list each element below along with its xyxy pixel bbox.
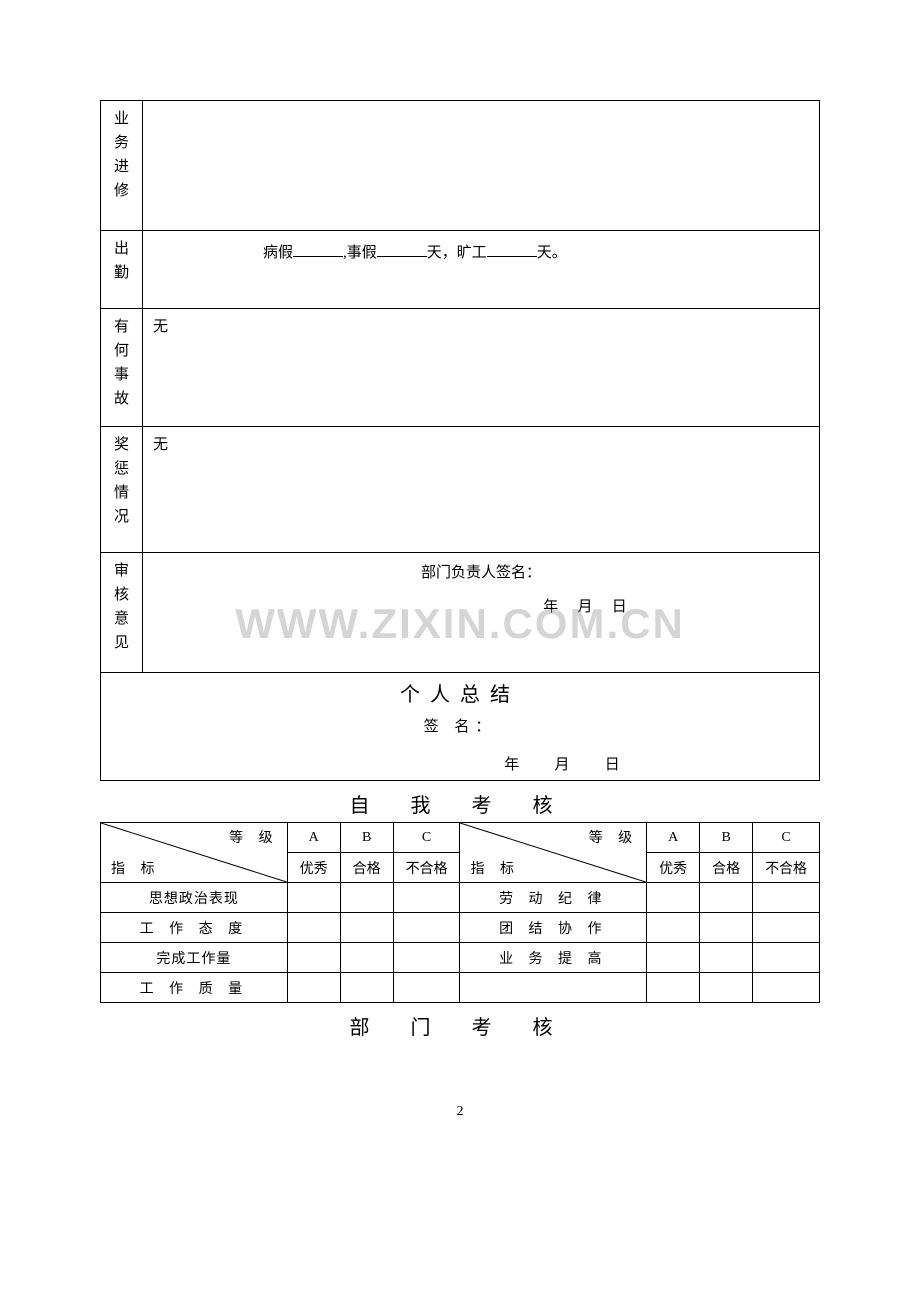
- grade-c-left: C: [393, 823, 460, 853]
- grade-label-b-right: 合格: [700, 853, 753, 883]
- attend-text-4: 天。: [537, 245, 567, 261]
- attend-blank-sick[interactable]: [293, 243, 343, 257]
- row-content-attendance: 病假 ,事假 天，旷工 天。: [143, 231, 820, 309]
- self-assess-table: 等 级 指 标 A B C 等 级 指 标 A B C 优秀 合格 不合格 优秀…: [100, 822, 820, 1003]
- cell-l1-a[interactable]: [287, 883, 340, 913]
- attend-blank-personal[interactable]: [377, 243, 427, 257]
- cell-r4-c[interactable]: [753, 973, 820, 1003]
- row-content-accident: 无: [143, 309, 820, 427]
- indicator-r1: 劳 动 纪 律: [460, 883, 647, 913]
- grade-label-a-left: 优秀: [287, 853, 340, 883]
- attend-text-3: 天，旷工: [427, 245, 487, 261]
- cell-r1-a[interactable]: [647, 883, 700, 913]
- diag-header-right: 等 级 指 标: [460, 823, 647, 883]
- page-number: 2: [100, 1044, 820, 1120]
- row-personal-summary: 个人总结 签 名： 年 月 日: [101, 673, 820, 781]
- document-page: 业务进修 出勤 病假 ,事假 天，旷工 天。 有何事故 无 奖惩情况 无: [0, 0, 920, 1180]
- grade-label-c-left: 不合格: [393, 853, 460, 883]
- row-label-reward: 奖惩情况: [101, 427, 143, 553]
- summary-sign-label: 签 名：: [101, 711, 819, 739]
- row-label-accident: 有何事故: [101, 309, 143, 427]
- grade-b-left: B: [340, 823, 393, 853]
- row-content-review: 部门负责人签名： 年 月 日: [143, 553, 820, 673]
- review-date-month: 月: [577, 599, 594, 615]
- grade-label-b-left: 合格: [340, 853, 393, 883]
- main-form-table: 业务进修 出勤 病假 ,事假 天，旷工 天。 有何事故 无 奖惩情况 无: [100, 100, 820, 781]
- row-label-study: 业务进修: [101, 101, 143, 231]
- summary-date-year: 年: [504, 757, 525, 773]
- cell-l4-c[interactable]: [393, 973, 460, 1003]
- indicator-l3: 完成工作量: [101, 943, 288, 973]
- summary-title: 个人总结: [101, 673, 819, 711]
- cell-l4-a[interactable]: [287, 973, 340, 1003]
- cell-r1-b[interactable]: [700, 883, 753, 913]
- diag-top-right: 等 级: [589, 827, 639, 847]
- attend-blank-absent[interactable]: [487, 243, 537, 257]
- cell-l1-b[interactable]: [340, 883, 393, 913]
- cell-r4-a[interactable]: [647, 973, 700, 1003]
- row-content-study: [143, 101, 820, 231]
- indicator-r2: 团 结 协 作: [460, 913, 647, 943]
- dept-assess-title: 部 门 考 核: [100, 1003, 820, 1044]
- cell-r2-b[interactable]: [700, 913, 753, 943]
- diag-bottom-right: 指 标: [470, 858, 520, 878]
- row-label-attendance: 出勤: [101, 231, 143, 309]
- grade-label-a-right: 优秀: [647, 853, 700, 883]
- row-content-reward: 无: [143, 427, 820, 553]
- diag-top-left: 等 级: [229, 827, 279, 847]
- diag-bottom-left: 指 标: [111, 858, 161, 878]
- summary-date-line: 年 月 日: [101, 739, 819, 777]
- row-label-review: 审核意见: [101, 553, 143, 673]
- indicator-r3: 业 务 提 高: [460, 943, 647, 973]
- cell-r1-c[interactable]: [753, 883, 820, 913]
- self-assess-title: 自 我 考 核: [100, 781, 820, 822]
- attend-text-2: ,事假: [343, 245, 377, 261]
- grade-b-right: B: [700, 823, 753, 853]
- review-date-day: 日: [612, 599, 629, 615]
- grade-a-left: A: [287, 823, 340, 853]
- review-sign-label: 部门负责人签名：: [153, 559, 809, 585]
- summary-date-day: 日: [605, 757, 626, 773]
- cell-l2-b[interactable]: [340, 913, 393, 943]
- cell-r2-a[interactable]: [647, 913, 700, 943]
- cell-l4-b[interactable]: [340, 973, 393, 1003]
- cell-l3-c[interactable]: [393, 943, 460, 973]
- cell-r3-b[interactable]: [700, 943, 753, 973]
- cell-l3-a[interactable]: [287, 943, 340, 973]
- indicator-l2: 工 作 态 度: [101, 913, 288, 943]
- attend-text-1: 病假: [263, 245, 293, 261]
- grade-a-right: A: [647, 823, 700, 853]
- indicator-l4: 工 作 质 量: [101, 973, 288, 1003]
- indicator-r4: [460, 973, 647, 1003]
- review-date-year: 年: [543, 599, 560, 615]
- cell-l1-c[interactable]: [393, 883, 460, 913]
- cell-r2-c[interactable]: [753, 913, 820, 943]
- cell-r3-c[interactable]: [753, 943, 820, 973]
- summary-date-month: 月: [554, 757, 575, 773]
- cell-r3-a[interactable]: [647, 943, 700, 973]
- cell-r4-b[interactable]: [700, 973, 753, 1003]
- cell-l2-c[interactable]: [393, 913, 460, 943]
- indicator-l1: 思想政治表现: [101, 883, 288, 913]
- cell-l3-b[interactable]: [340, 943, 393, 973]
- cell-l2-a[interactable]: [287, 913, 340, 943]
- grade-label-c-right: 不合格: [753, 853, 820, 883]
- grade-c-right: C: [753, 823, 820, 853]
- review-date-line: 年 月 日: [153, 585, 809, 619]
- diag-header-left: 等 级 指 标: [101, 823, 288, 883]
